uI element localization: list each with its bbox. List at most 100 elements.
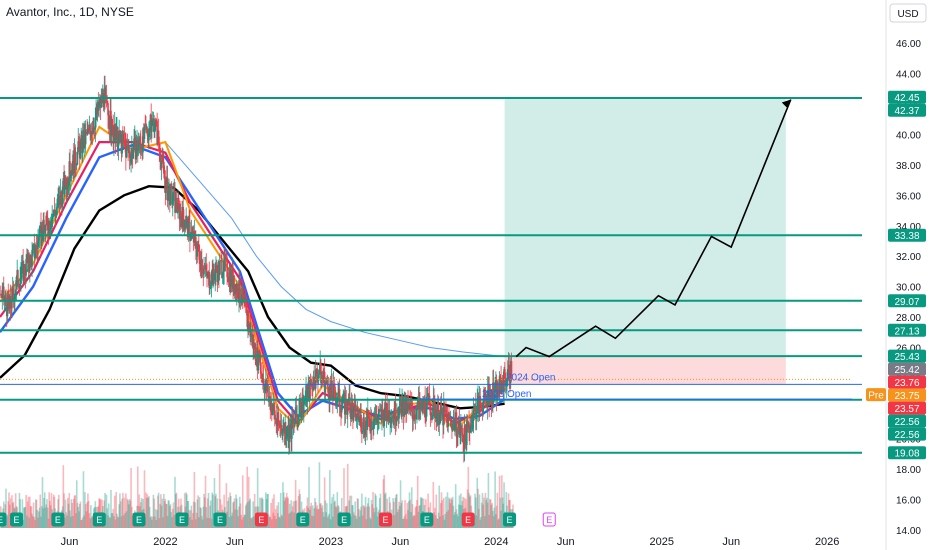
earnings-marker-label: E [300,515,306,525]
volume-bar [118,504,120,528]
volume-bar [454,512,456,528]
candle-body [61,186,64,206]
volume-bar [244,505,247,528]
candle-body [342,393,345,403]
candle-body [271,410,274,416]
earnings-marker: E [461,512,475,527]
y-tick-label: 26.00 [896,343,921,354]
volume-bar [367,503,369,528]
candle-body [31,249,33,267]
volume-bar [250,517,252,528]
earnings-marker: E [542,512,556,527]
candle-body [6,294,9,317]
volume-bar [402,518,405,528]
candle-body [107,103,109,116]
candle-body [366,418,368,427]
y-tick-label: 14.00 [896,526,921,537]
volume-bar [249,498,251,528]
volume-bar [432,481,435,528]
candle-body [194,231,196,237]
volume-bar [393,501,395,528]
candle-body [298,398,301,418]
volume-bar [375,507,378,528]
volume-bar [294,500,296,528]
volume-bar [335,507,338,528]
volume-bar [310,502,313,528]
candle-body [130,154,132,163]
volume-bar [481,493,484,528]
candle-body [169,183,172,206]
volume-bar [241,475,244,528]
volume-bar [349,516,352,528]
volume-bar [122,515,125,528]
earnings-marker-box [10,512,24,527]
volume-bar [226,511,228,528]
currency-badge[interactable]: USD [889,3,927,23]
volume-bar [183,493,186,528]
volume-bar [336,492,339,528]
candle-body [476,400,479,413]
volume-bar [469,496,471,528]
volume-bar [163,501,166,528]
price-label: 27.13 [894,326,919,337]
candle-body [240,302,243,303]
candle-body [460,425,463,433]
volume-bar [167,500,170,528]
candle-body [52,216,54,219]
candle-body [277,412,280,423]
candle-body [221,260,223,278]
candle-body [205,265,208,272]
volume-bar [483,497,485,528]
volume-bar [123,497,126,528]
volume-bar [212,494,214,528]
candle-body [260,373,263,375]
x-tick-label: Jun [61,536,79,548]
candle-body [125,144,128,158]
candle-body [220,260,222,261]
candle-body [506,379,508,382]
candle-body [246,310,249,327]
volume-bar [439,516,441,528]
candle-body [439,411,441,424]
volume-bar [85,511,88,528]
volume-bar [147,497,150,528]
candle-body [468,422,470,429]
volume-bar [110,489,112,528]
volume-bar [131,506,133,528]
volume-bar [190,505,193,528]
candle-body [69,175,72,178]
volume-bar [491,503,493,528]
candle-body [370,419,373,430]
candle-body [375,413,377,419]
earnings-marker-box [296,512,310,527]
volume-bar [244,514,246,528]
price-label: 22.56 [894,430,919,441]
price-label: 29.07 [894,297,919,308]
volume-bar [168,505,171,528]
volume-bar [434,515,437,528]
volume-bar [78,504,81,528]
volume-bar [312,516,315,528]
candle-body [212,263,215,275]
volume-bar [361,515,364,528]
candle-body [326,378,329,387]
volume-bar [507,493,510,528]
volume-bar [457,516,459,528]
volume-bar [64,499,67,528]
candle-body [111,118,114,126]
candle-body [11,289,13,309]
candle-body [368,416,371,427]
volume-bar [8,504,11,528]
volume-bar [69,510,71,528]
volume-bar [388,496,391,528]
candle-body [227,277,229,281]
volume-bar [477,488,479,528]
volume-bar [163,493,165,528]
candle-body [46,215,48,221]
candle-body [163,161,165,174]
volume-bar [355,515,357,528]
candle-body [87,128,90,130]
open-2024-label: 2024 Open [506,372,556,383]
volume-bar [396,494,398,528]
